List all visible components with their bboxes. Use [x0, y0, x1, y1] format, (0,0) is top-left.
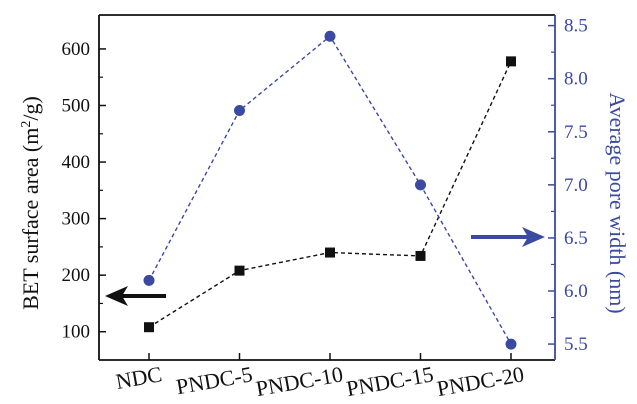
- arrow-head: [105, 286, 128, 306]
- data-point-circle: [143, 274, 155, 286]
- left-tick-label: 300: [62, 209, 91, 230]
- right-tick-label: 8.5: [564, 16, 588, 37]
- series-average-pore-width: [143, 30, 517, 350]
- x-tick-label: PNDC-5: [174, 361, 254, 399]
- left-tick-label: 500: [62, 95, 91, 116]
- data-point-circle: [324, 30, 336, 42]
- series-bet-surface-area: [144, 56, 516, 333]
- data-point-square: [415, 250, 426, 261]
- data-point-square: [325, 247, 335, 258]
- arrow-head: [522, 227, 545, 247]
- data-point-circle: [505, 338, 517, 350]
- left-tick-label: 400: [62, 152, 91, 173]
- series-line: [148, 61, 512, 328]
- left-axis-ticks: 100 200 300 400 500 600: [62, 39, 106, 343]
- right-tick-label: 7.5: [564, 122, 588, 143]
- x-tick-label: PNDC-20: [435, 361, 526, 401]
- right-tick-label: 8.0: [564, 69, 588, 90]
- series-layer: [143, 30, 517, 350]
- right-tick-label: 5.5: [564, 334, 588, 355]
- x-tick-label: PNDC-10: [254, 361, 345, 401]
- right-axis-ticks: 5.5 6.0 6.5 7.0 7.5 8.0 8.5: [548, 16, 588, 355]
- axes: [98, 14, 556, 361]
- left-axis-arrow: [105, 286, 166, 306]
- right-tick-label: 7.0: [564, 175, 588, 196]
- right-tick-label: 6.5: [564, 228, 588, 249]
- left-tick-label: 600: [62, 39, 91, 60]
- x-tick-label: NDC: [114, 361, 164, 394]
- data-point-square: [506, 56, 516, 67]
- left-tick-label: 100: [62, 322, 91, 343]
- right-axis-arrow: [471, 227, 545, 247]
- axis-indicator-arrows: [105, 227, 545, 306]
- right-axis-title: Average pore width (nm): [605, 92, 630, 313]
- data-point-circle: [415, 179, 426, 191]
- left-axis-title: BET surface area (m2/g): [18, 96, 43, 310]
- left-tick-label: 200: [62, 265, 91, 286]
- x-tick-label: PNDC-15: [344, 361, 435, 401]
- data-point-circle: [234, 105, 245, 117]
- data-point-square: [144, 322, 154, 333]
- right-tick-label: 6.0: [564, 281, 588, 302]
- data-point-square: [234, 265, 245, 276]
- series-line: [148, 35, 512, 345]
